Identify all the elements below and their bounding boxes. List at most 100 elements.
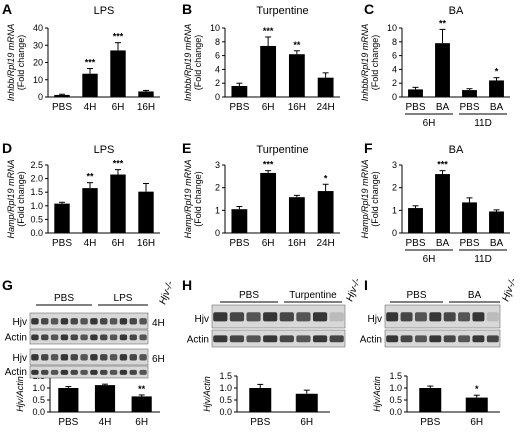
x-tick-label: PBS	[229, 238, 249, 249]
y-axis-label: Inhbb/Rpl19 mRNA	[6, 24, 16, 102]
blot-band	[80, 334, 88, 341]
blot-band	[263, 335, 278, 343]
y-tick-label: 2	[392, 183, 397, 193]
x-tick-label: 4H	[99, 417, 112, 428]
significance-label: ***	[113, 159, 124, 169]
y-tick-label: 10	[210, 23, 220, 33]
y-tick-label: 0.0	[219, 407, 232, 417]
x-tick-label: PBS	[58, 417, 78, 428]
blot-band	[400, 312, 413, 322]
bar	[317, 77, 334, 97]
y-tick-label: 1	[215, 205, 220, 215]
x-tick-label: BA	[490, 102, 504, 113]
y-tick-label: 2.5	[30, 160, 43, 170]
y-tick-label: 0.5	[32, 395, 45, 405]
blot-band	[486, 312, 499, 322]
y-tick-label: 0.0	[32, 407, 45, 417]
blot-row-label: Actin	[5, 367, 27, 378]
blot-band	[129, 334, 137, 341]
y-axis-label: Hamp/Rpl19 mRNA	[360, 159, 370, 238]
x-tick-label: 6H	[262, 102, 275, 113]
blot-band	[100, 354, 108, 361]
blot-band	[60, 334, 69, 341]
panel-letter-b: B	[182, 1, 192, 17]
blot-band	[41, 369, 49, 375]
bar	[288, 197, 305, 233]
blot-band	[139, 334, 147, 341]
blot-strip	[211, 329, 346, 348]
blot-row-label: Hjv	[195, 314, 209, 325]
blot-strip	[29, 329, 149, 345]
bar	[465, 397, 488, 412]
chart-title: Turpentine	[256, 144, 308, 156]
significance-label: *	[475, 384, 479, 394]
blot-band	[213, 312, 228, 322]
x-tick-label: 24H	[316, 102, 334, 113]
x-tick-label: 6H	[300, 417, 313, 428]
y-axis-label: Inhbb/Rpl19 mRNA	[183, 24, 193, 102]
blot-strip	[29, 365, 149, 379]
y-axis-label: Hamp/Rpl19 mRNA	[183, 159, 193, 238]
y-tick-label: 0.0	[30, 228, 43, 238]
blot-strip	[384, 304, 501, 329]
y-tick-label: 3	[392, 160, 397, 170]
knockout-label: Hjv-/-	[500, 276, 519, 303]
blot-row-label: Hjv	[368, 314, 382, 325]
y-tick-label: 0	[392, 228, 397, 238]
significance-label: ***	[437, 160, 448, 170]
significance-label: ***	[85, 58, 96, 68]
blot-band	[90, 334, 98, 341]
blot-band	[41, 354, 49, 361]
blot-band	[109, 334, 118, 341]
x-tick-label: BA	[436, 238, 450, 249]
knockout-label: Hjv-/-	[344, 276, 363, 303]
x-tick-label: 16H	[288, 102, 306, 113]
x-tick-label: PBS	[52, 102, 72, 113]
bar	[288, 54, 305, 97]
significance-label: **	[138, 384, 146, 394]
significance-label: ***	[263, 26, 274, 36]
blot-band	[90, 369, 98, 375]
bar	[94, 385, 116, 412]
x-tick-label: BA	[490, 238, 504, 249]
x-tick-label: PBS	[250, 417, 270, 428]
blot-band	[60, 318, 69, 325]
blot-band	[80, 318, 88, 325]
blot-band	[296, 335, 311, 343]
x-tick-label: 6H	[135, 417, 148, 428]
chart-title: LPS	[94, 5, 115, 17]
blot-band	[486, 335, 499, 343]
blot-strip	[211, 304, 346, 329]
panel-letter-h: H	[182, 277, 192, 293]
group-label: 11D	[474, 118, 492, 129]
blot-band	[472, 312, 485, 322]
blot-band	[129, 318, 137, 325]
y-tick-label: 6	[215, 51, 220, 61]
panel-letter-e: E	[182, 140, 191, 156]
y-tick-label: 1.0	[219, 383, 232, 393]
blot-row-label: Actin	[5, 333, 27, 344]
y-tick-label: 2	[215, 183, 220, 193]
blot-band	[50, 334, 59, 341]
significance-label: **	[439, 18, 447, 28]
y-tick-label: 0	[215, 92, 220, 102]
bar	[435, 174, 450, 233]
bar	[419, 388, 442, 412]
x-tick-label: 4H	[84, 102, 97, 113]
blot-band	[139, 354, 147, 361]
blot-band	[70, 318, 78, 325]
bar	[54, 94, 70, 97]
blot-band	[312, 312, 328, 322]
group-label: 6H	[423, 118, 436, 129]
bar	[408, 208, 423, 233]
blot-row-label: Actin	[360, 335, 382, 346]
bar	[110, 174, 126, 233]
chart-title: Turpentine	[256, 5, 308, 17]
y-tick-label: 20	[33, 58, 43, 68]
blot-band	[109, 318, 118, 325]
x-tick-label: 16H	[137, 102, 155, 113]
blot-band	[443, 312, 456, 322]
y-axis-label: (Fold change)	[370, 35, 380, 91]
bar	[138, 91, 154, 97]
blot-band	[429, 312, 442, 322]
